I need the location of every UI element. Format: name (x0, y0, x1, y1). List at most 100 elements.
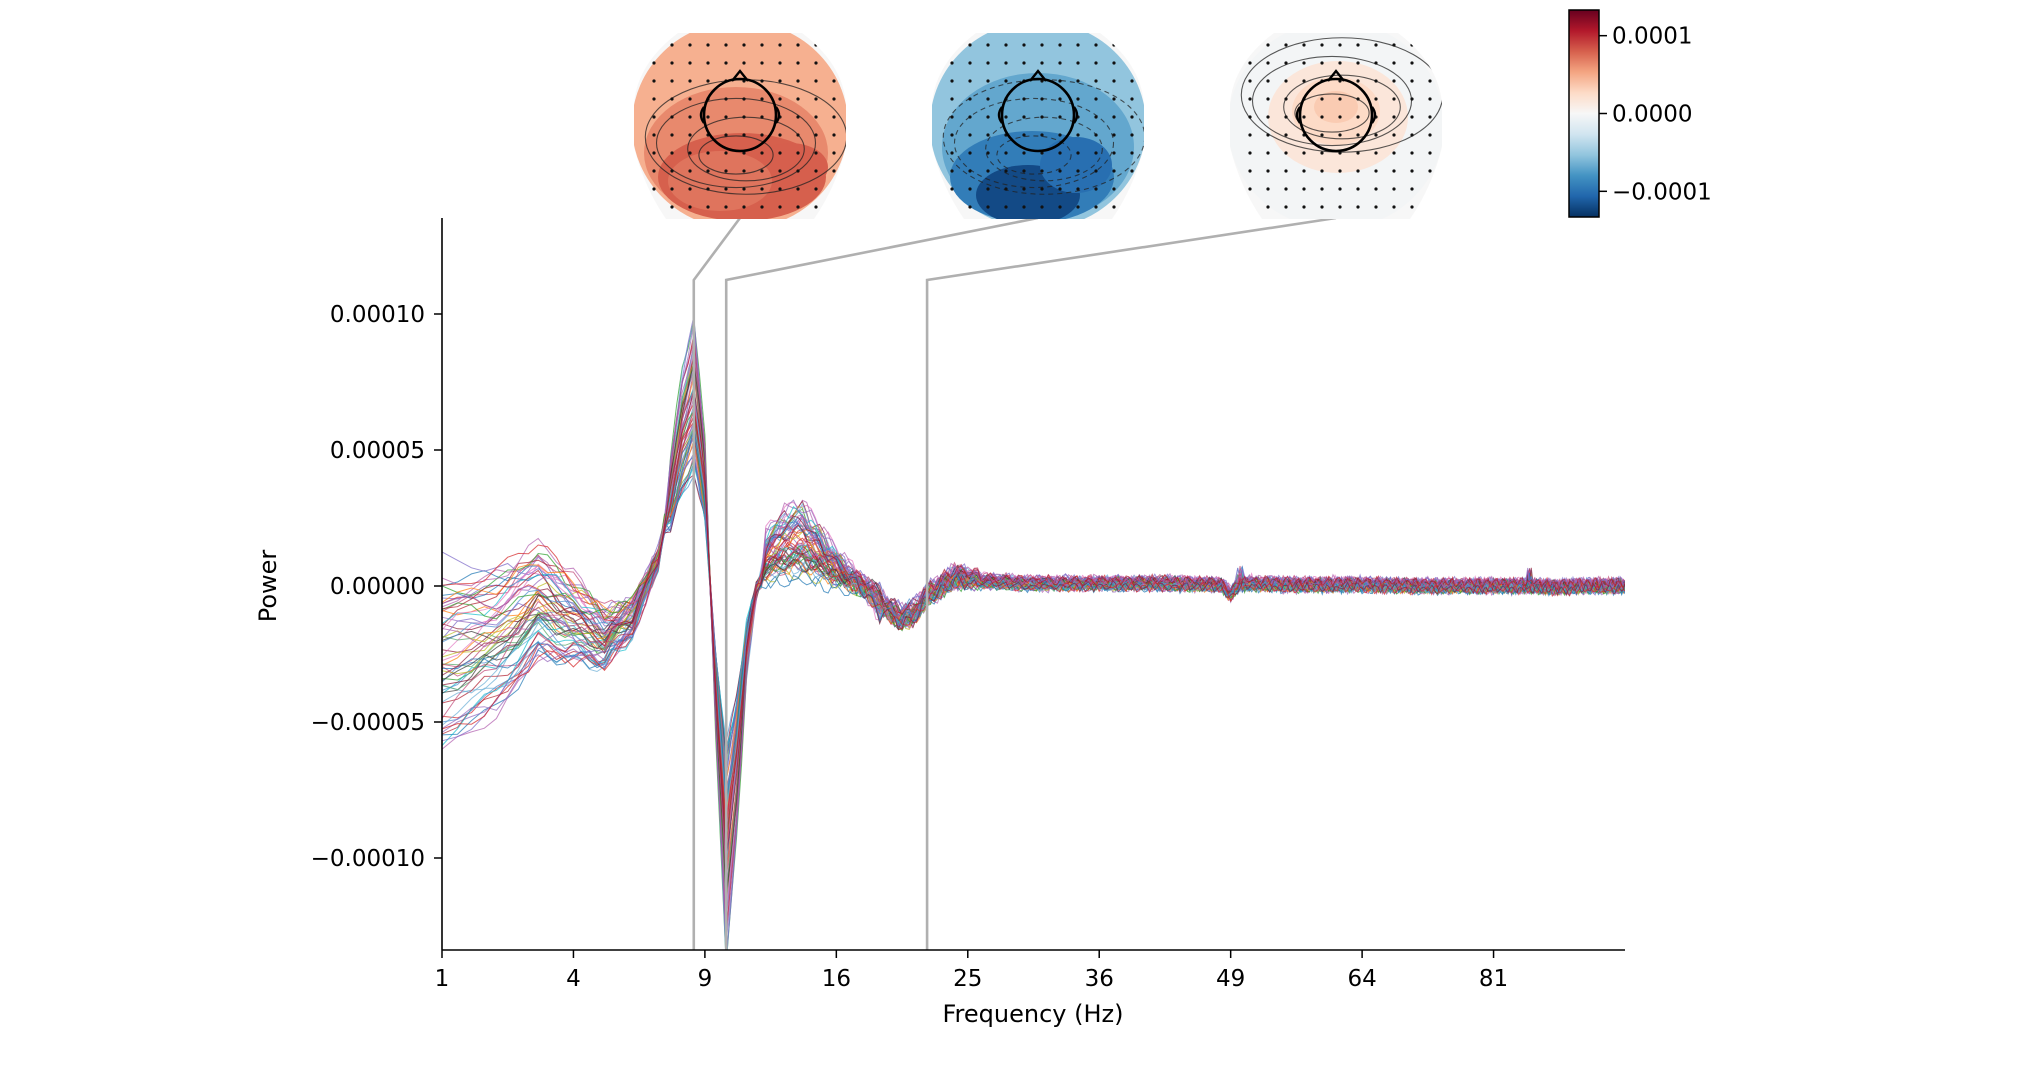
sensor-dot (742, 151, 746, 155)
sensor-dot (1076, 151, 1080, 155)
sensor-dot (778, 61, 782, 65)
sensor-dot (1112, 115, 1116, 119)
sensor-dot (986, 169, 990, 173)
sensor-dot (986, 133, 990, 137)
sensor-dot (1040, 133, 1044, 137)
topomap-contour (1251, 55, 1413, 147)
sensor-dot (796, 79, 800, 83)
sensor-dot (1374, 151, 1378, 155)
channel-trace (441, 458, 1625, 767)
sensor-dot (832, 205, 836, 209)
sensor-dot (950, 169, 954, 173)
sensor-dot (1112, 61, 1116, 65)
sensor-dot (986, 43, 990, 47)
sensor-dot (968, 97, 972, 101)
sensor-dot (950, 115, 954, 119)
sensor-dot (1248, 115, 1252, 119)
sensor-dot (796, 43, 800, 47)
sensor-dot (1130, 205, 1134, 209)
sensor-dot (1302, 115, 1306, 119)
topomap-contour (687, 116, 805, 182)
topomap-1 (634, 33, 846, 219)
topomap-field (1314, 91, 1358, 123)
sensor-dot (796, 187, 800, 191)
sensor-dot (950, 187, 954, 191)
sensor-dot (724, 151, 728, 155)
sensor-dot (778, 79, 782, 83)
sensor-dot (1428, 61, 1432, 65)
topomap-2 (932, 33, 1144, 219)
sensor-dot (950, 43, 954, 47)
channel-trace (441, 401, 1625, 852)
sensor-dot (1022, 133, 1026, 137)
axes: 1 4 9 16 25 36 49 64 81 −0.00010−0.000050.000000… (254, 218, 1625, 1028)
sensor-dot (832, 151, 836, 155)
sensor-dot (1266, 205, 1270, 209)
sensor-dot (1356, 115, 1360, 119)
channel-trace (441, 455, 1625, 774)
channel-trace (441, 362, 1625, 902)
sensor-dot (688, 133, 692, 137)
channel-traces (441, 315, 1625, 950)
topomap-connector (724, 216, 1039, 950)
x-tick-label: 25 (953, 966, 982, 992)
sensor-dot (1320, 97, 1324, 101)
y-tick-label: −0.00005 (311, 710, 425, 736)
sensor-dot (1248, 151, 1252, 155)
sensor-dot (1284, 61, 1288, 65)
sensor-dot (968, 115, 972, 119)
sensor-dot (814, 133, 818, 137)
sensor-dot (1058, 61, 1062, 65)
sensor-dot (1112, 133, 1116, 137)
channel-trace (441, 365, 1625, 904)
y-tick-label: 0.00000 (330, 574, 425, 600)
topomap-contour (698, 135, 774, 175)
sensor-dot (814, 115, 818, 119)
sensor-dot (814, 187, 818, 191)
sensor-dot (670, 43, 674, 47)
sensor-dot (1410, 169, 1414, 173)
sensor-dot (832, 115, 836, 119)
sensor-dot (796, 151, 800, 155)
topomap-contour (1240, 37, 1442, 153)
sensor-dot (1130, 79, 1134, 83)
head-ear-right (1073, 106, 1079, 124)
channel-trace (441, 354, 1625, 906)
x-tick-label: 16 (822, 966, 851, 992)
sensor-dot (986, 61, 990, 65)
sensor-dot (706, 43, 710, 47)
sensor-dot (1058, 115, 1062, 119)
sensor-dot (1410, 133, 1414, 137)
colorbar: 0.0001 0.0000 −0.0001 (1568, 9, 1712, 218)
sensor-dot (652, 169, 656, 173)
sensor-dot (1374, 133, 1378, 137)
x-tick-label: 9 (698, 966, 713, 992)
sensor-dot (778, 151, 782, 155)
sensor-dot (1022, 169, 1026, 173)
x-ticks: 1 4 9 16 25 36 49 64 81 (435, 950, 1508, 992)
topomap-contour (996, 135, 1072, 175)
sensor-dot (796, 115, 800, 119)
sensor-dot (706, 205, 710, 209)
sensor-dot (1004, 115, 1008, 119)
sensor-dot (814, 79, 818, 83)
channel-trace (441, 426, 1625, 805)
channel-trace (441, 451, 1625, 777)
sensor-dot (688, 169, 692, 173)
sensor-dot (1112, 205, 1116, 209)
sensor-dot (1266, 115, 1270, 119)
head-ear-left (997, 106, 1003, 124)
sensor-dot (986, 151, 990, 155)
sensor-dot (1284, 43, 1288, 47)
sensor-dot (1356, 61, 1360, 65)
sensor-dot (1022, 61, 1026, 65)
sensor-dot (1392, 151, 1396, 155)
sensor-dot (1320, 43, 1324, 47)
sensor-dot (1266, 61, 1270, 65)
topomap-field (668, 151, 772, 211)
sensor-dot (652, 61, 656, 65)
sensor-dot (1040, 187, 1044, 191)
sensor-dot (1320, 169, 1324, 173)
sensor-dot (950, 97, 954, 101)
sensor-dot (652, 115, 656, 119)
